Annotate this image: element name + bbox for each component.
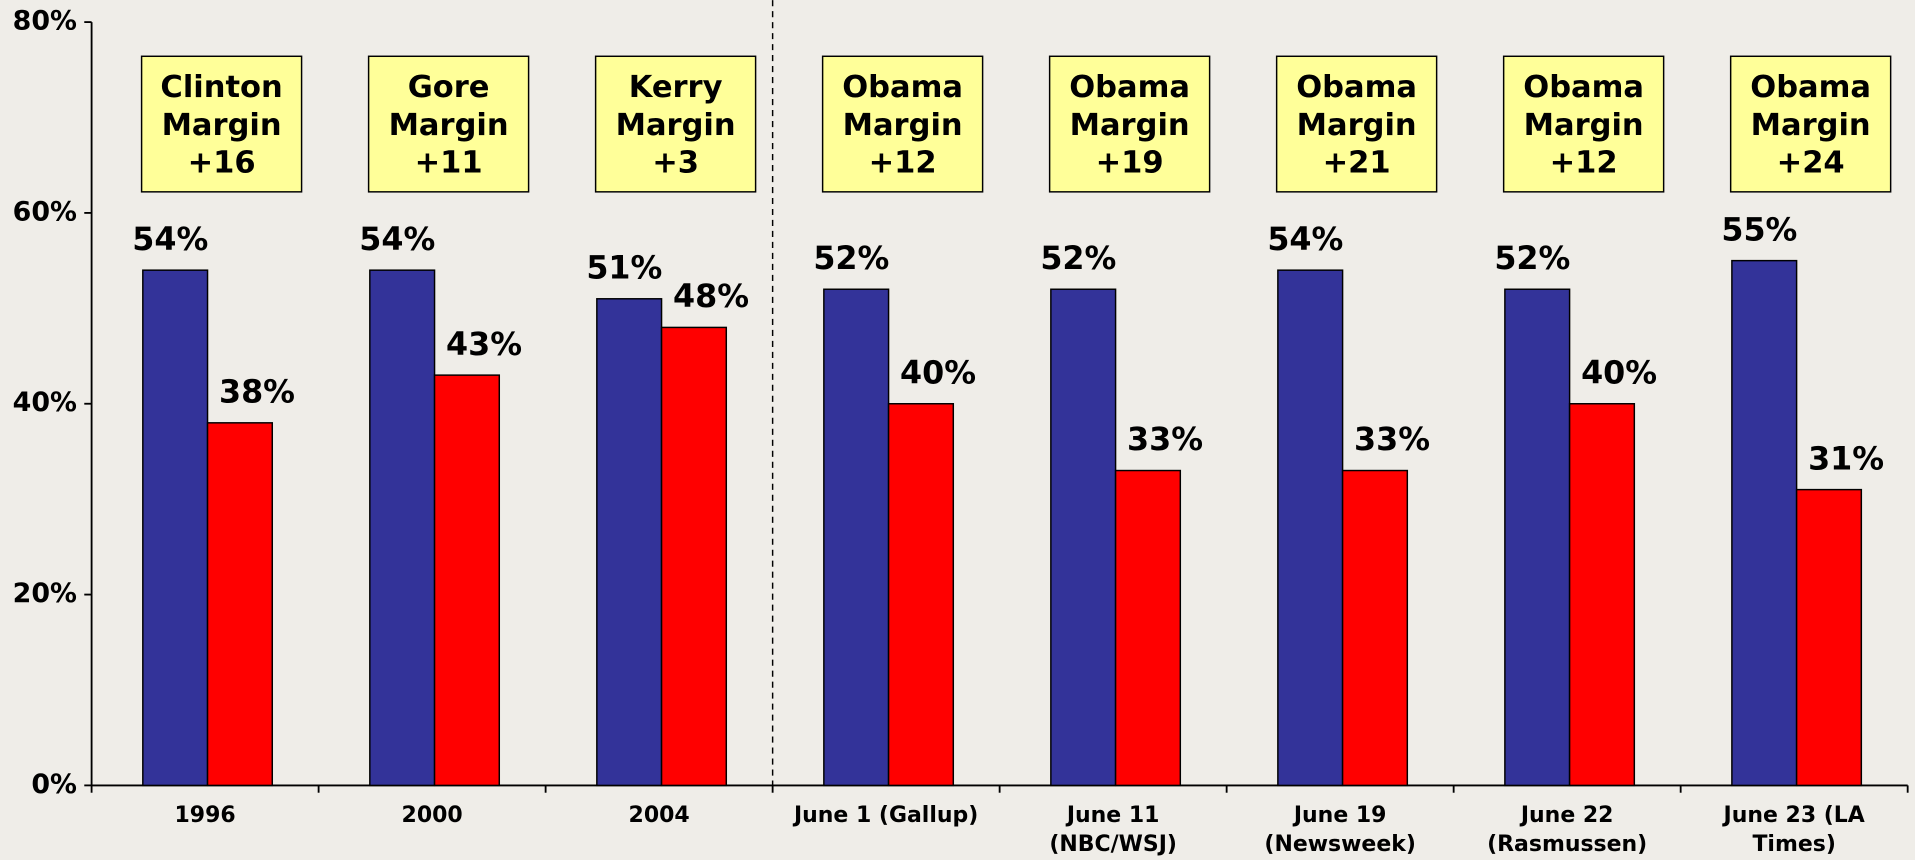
bar <box>433 374 501 787</box>
value-label: 31% <box>1808 441 1884 477</box>
value-label: 48% <box>673 279 749 315</box>
bar <box>206 422 274 787</box>
value-label: 54% <box>1267 222 1343 258</box>
annotation-box <box>367 55 530 193</box>
x-tick-label: June 22 (Rasmussen) <box>1487 803 1647 857</box>
y-tick-label: 40% <box>13 387 77 418</box>
x-tick-label: 1996 <box>175 803 236 828</box>
annotation: Obama Margin +12 <box>842 70 963 181</box>
y-tick-label: 0% <box>31 769 77 800</box>
bar <box>1341 469 1409 787</box>
value-label: 52% <box>1494 241 1570 277</box>
value-label: 54% <box>132 222 208 258</box>
bar <box>1795 488 1863 787</box>
annotation: Gore Margin +11 <box>389 70 509 181</box>
annotation: Clinton Margin +16 <box>160 70 282 181</box>
annotation-box <box>1502 55 1665 193</box>
value-label: 38% <box>219 375 295 411</box>
x-tick-label: June 11 (NBC/WSJ) <box>1049 803 1177 857</box>
value-label: 40% <box>900 355 976 391</box>
value-label: 33% <box>1354 422 1430 458</box>
value-label: 52% <box>813 241 889 277</box>
value-label: 43% <box>446 327 522 363</box>
value-label: 55% <box>1721 212 1797 248</box>
value-label: 33% <box>1127 422 1203 458</box>
value-label: 51% <box>586 250 662 286</box>
bar <box>596 298 663 787</box>
x-tick-label: 2000 <box>402 803 463 828</box>
annotation: Obama Margin +21 <box>1296 70 1417 181</box>
value-label: 54% <box>359 222 435 258</box>
bar <box>142 269 209 787</box>
bar <box>1277 269 1344 787</box>
x-tick-label: June 19 (Newsweek) <box>1264 803 1415 857</box>
bar <box>1114 469 1182 787</box>
annotation-box <box>140 55 303 193</box>
annotation: Obama Margin +12 <box>1523 70 1644 181</box>
annotation: Obama Margin +19 <box>1069 70 1190 181</box>
value-label: 40% <box>1581 355 1657 391</box>
bar <box>660 326 728 787</box>
bar <box>1050 288 1117 787</box>
annotation-box <box>1275 55 1438 193</box>
y-tick-label: 80% <box>13 6 77 37</box>
annotation: Kerry Margin +3 <box>616 70 736 181</box>
bar <box>887 403 955 787</box>
annotation-box <box>1729 55 1892 193</box>
annotation-box <box>1048 55 1211 193</box>
value-label: 52% <box>1040 241 1116 277</box>
bar <box>1731 259 1798 787</box>
annotation-box <box>821 55 984 193</box>
x-tick-label: June 1 (Gallup) <box>792 803 978 828</box>
bar <box>1504 288 1571 787</box>
bar <box>1568 403 1636 787</box>
x-tick-label: 2004 <box>629 803 690 828</box>
annotation: Obama Margin +24 <box>1750 70 1871 181</box>
annotation-box <box>594 55 757 193</box>
y-tick-label: 60% <box>13 196 77 227</box>
x-tick-label: June 23 (LA Times) <box>1722 803 1865 857</box>
bar <box>823 288 890 787</box>
y-tick-label: 20% <box>13 578 77 609</box>
bar <box>369 269 436 787</box>
